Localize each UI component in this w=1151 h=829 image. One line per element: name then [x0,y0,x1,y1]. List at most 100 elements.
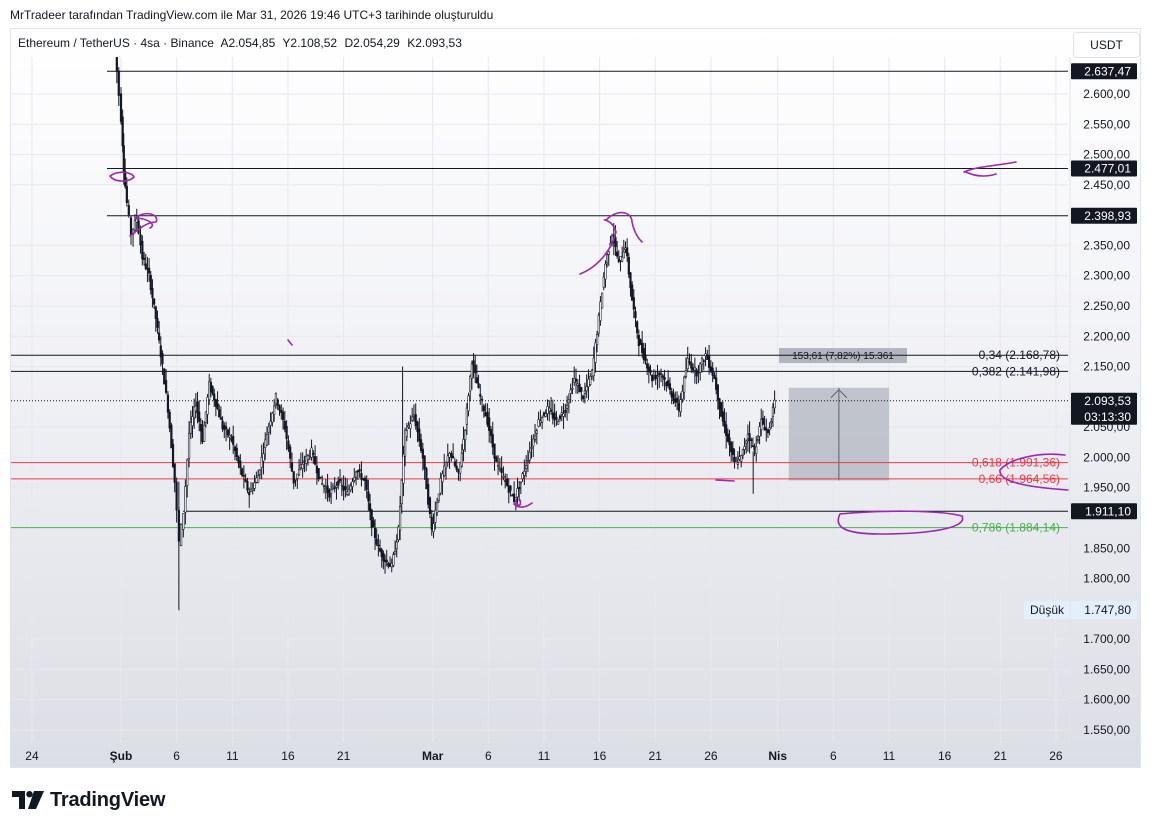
time-axis-label: Nis [768,749,787,763]
candle-body [264,439,267,448]
candle-body [201,428,204,443]
candle-body [457,469,460,473]
candle-body [344,486,347,490]
candle-body [274,393,278,405]
candle-body [214,399,217,407]
candle-body [353,476,356,481]
candle-body [606,254,609,264]
candle-body [446,455,449,463]
candle-body [569,389,572,394]
price-axis-label: 2.150,00 [1083,360,1130,374]
time-axis-label: 16 [938,749,952,763]
candle-body [551,412,554,419]
candle-body [233,446,237,452]
chart-caption: MrTradeer tarafından TradingView.com ile… [10,8,494,22]
fib-label: 0,786 (1.884,14) [972,521,1060,535]
candle-body [448,453,451,458]
candle-body [580,387,583,392]
candle-body [249,489,253,492]
time-axis-label: 21 [337,749,351,763]
candle-body [477,383,480,388]
candle-body [691,367,695,371]
candle-body [387,563,390,567]
candle-body [354,471,358,478]
candle-body [523,470,526,476]
candle-body [216,402,219,409]
candle-body [414,414,417,427]
candle-body [321,483,324,485]
candle-body [686,358,689,370]
candle-body [755,446,758,454]
candle-body [604,263,607,280]
candle-body [206,396,209,415]
candle-body [360,473,363,480]
candle-body [347,489,351,495]
price-axis-label: 1.950,00 [1083,481,1130,495]
candle-body [677,403,680,411]
candle-body [398,506,402,531]
price-axis-label: 1.850,00 [1083,541,1130,555]
candle-body [607,251,610,255]
candle-body [600,292,604,309]
candle-body [372,520,375,527]
candle-body [149,275,152,291]
candle-body [403,429,407,457]
candle-body [427,484,430,505]
candle-body [328,489,331,498]
price-axis-label: 2.300,00 [1083,269,1130,283]
candle-body [716,384,719,401]
level-price-tag: 1.911,10 [1085,504,1131,518]
candle-body [370,509,373,528]
candle-body [383,559,387,563]
price-axis-label: 1.650,00 [1083,662,1130,676]
candle-body [125,186,128,203]
candle-body [533,435,537,440]
chart-panel[interactable] [10,28,1141,768]
candle-body [253,482,256,489]
candle-body [723,420,726,427]
candle-body [330,489,333,495]
candle-body [659,373,663,375]
candle-body [269,420,272,426]
candle-body [271,412,274,423]
time-axis-label: 11 [538,749,551,763]
candle-body [127,205,130,215]
brand-wordmark: TradingView [50,788,166,811]
candle-body [198,411,201,422]
candle-body [443,465,446,477]
level-price-tag-bg [1071,503,1137,520]
candle-body [631,284,634,301]
candle-body [390,562,393,568]
candle-body [532,438,535,447]
candle-body [462,439,465,450]
candle-body [733,456,736,462]
candle-body [530,447,533,449]
candle-body [211,386,214,394]
candle-body [646,363,649,369]
candle-body [715,377,718,391]
candle-body [151,288,154,298]
candle-body [368,503,372,512]
candle-body [491,434,494,448]
candle-body [684,370,688,377]
candle-body [663,377,666,381]
candle-body [412,414,416,417]
candle-body [159,345,162,358]
candle-body [750,439,753,441]
candle-body [180,524,183,546]
ohlc-high: Y2.108,52 [282,36,338,50]
currency-button[interactable]: USDT [1073,32,1140,58]
candle-body [154,306,157,319]
candle-body [766,429,770,434]
price-axis-label: 2.550,00 [1083,117,1130,131]
fib-label: 0,66 (1.964,56) [979,472,1060,486]
drawing-bottom [513,499,533,508]
candle-body [711,367,714,376]
candle-body [244,479,247,482]
current-price-tag: 2.093,53 [1084,394,1131,408]
candle-body [583,390,586,394]
candle-body [287,440,290,450]
candle-body [589,376,592,385]
candle-body [474,365,477,374]
